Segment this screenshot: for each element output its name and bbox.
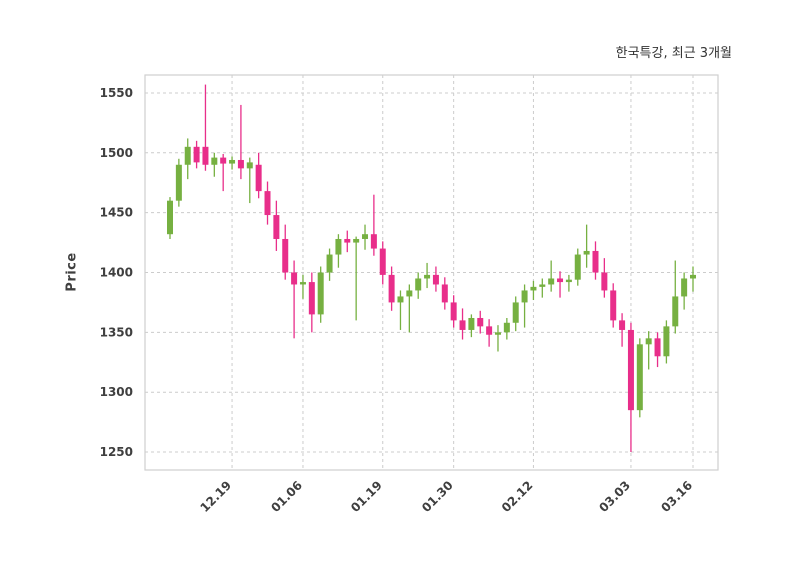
candle-body — [362, 234, 369, 239]
x-tick-label: 01.30 — [419, 478, 456, 515]
candle-body — [424, 274, 431, 279]
x-tick-label: 12.19 — [197, 478, 234, 515]
candle-body — [255, 164, 262, 192]
candle-body — [317, 272, 324, 315]
candle-body — [636, 344, 643, 411]
candle-body — [503, 322, 510, 333]
candle-body — [229, 159, 236, 164]
candle-body — [415, 278, 422, 291]
candle-body — [353, 238, 360, 243]
y-axis-label: Price — [64, 252, 80, 292]
y-tick-label: 1400 — [100, 266, 133, 280]
candle-body — [450, 302, 457, 321]
candle-body — [681, 278, 688, 297]
candle-body — [654, 338, 661, 357]
candle-body — [477, 317, 484, 327]
candle-body — [486, 326, 493, 335]
y-tick-label: 1350 — [100, 325, 133, 339]
candle-body — [530, 286, 537, 291]
x-tick-label: 02.12 — [499, 478, 536, 515]
y-tick-label: 1300 — [100, 385, 133, 399]
candle-body — [619, 320, 626, 330]
candle-body — [645, 338, 652, 345]
candle-body — [592, 250, 599, 273]
candle-body — [167, 200, 173, 235]
candle-body — [202, 146, 209, 165]
candle-body — [335, 238, 342, 255]
candle-body — [627, 329, 634, 411]
candle-body — [184, 146, 191, 165]
candle-body — [175, 164, 182, 201]
candle-body — [308, 282, 315, 315]
candle-body — [583, 250, 590, 255]
candle-body — [548, 278, 555, 285]
candle-body — [220, 157, 227, 164]
candle-body — [494, 332, 501, 335]
x-tick-label: 03.03 — [596, 478, 633, 515]
x-tick-label: 01.06 — [268, 478, 305, 515]
candle-body — [539, 284, 546, 287]
y-tick-label: 1550 — [100, 86, 133, 100]
candle-body — [574, 254, 581, 280]
candle-body — [441, 284, 448, 303]
candle-body — [211, 157, 218, 165]
candle-body — [264, 191, 271, 216]
candle-body — [557, 278, 564, 283]
candle-body — [610, 290, 617, 321]
candle-body — [672, 296, 679, 327]
chart-title: 한국특강, 최근 3개월 — [615, 46, 732, 61]
candle-body — [406, 290, 413, 297]
candle-body — [468, 317, 475, 330]
candle-body — [344, 238, 351, 243]
x-tick-label: 03.16 — [658, 478, 695, 515]
candle-body — [521, 290, 528, 303]
candle-body — [273, 215, 280, 239]
candle-body — [432, 274, 439, 285]
candle-body — [601, 272, 608, 291]
x-tick-label: 01.19 — [348, 478, 385, 515]
candle-body — [246, 162, 253, 169]
candle-body — [663, 326, 670, 357]
candle-body — [193, 146, 200, 163]
candle-body — [397, 296, 404, 303]
candle-body — [291, 272, 298, 285]
candle-body — [379, 248, 386, 275]
candle-body — [282, 238, 289, 273]
y-tick-label: 1450 — [100, 206, 133, 220]
candle-body — [690, 274, 696, 279]
y-tick-label: 1500 — [100, 146, 133, 160]
candle-body — [459, 320, 466, 330]
plot-border — [144, 74, 719, 471]
y-tick-label: 1250 — [100, 445, 133, 459]
candle-body — [388, 274, 395, 303]
candle-body — [565, 279, 572, 283]
candle-body — [326, 254, 333, 273]
candle-body — [299, 282, 306, 285]
candle-body — [512, 302, 519, 323]
candle-body — [237, 159, 244, 169]
candle-body — [370, 234, 377, 249]
